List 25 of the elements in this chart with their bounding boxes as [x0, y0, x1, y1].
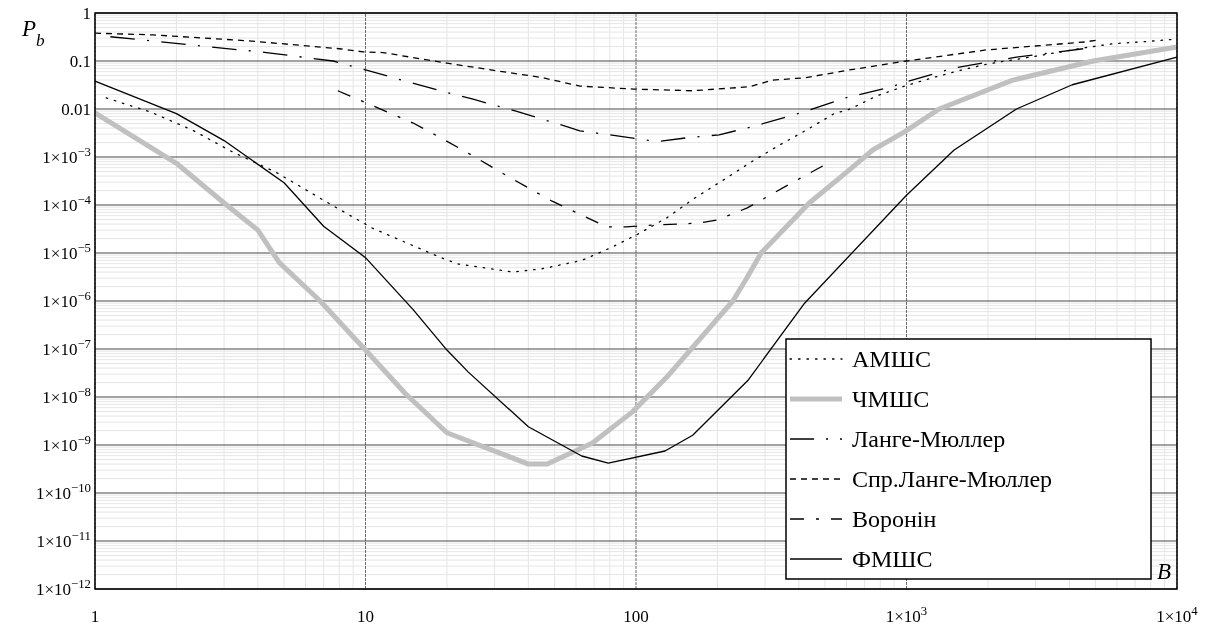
y-tick-label: 1×10$^{−9}$	[42, 433, 91, 455]
y-tick-label: 1	[82, 4, 91, 23]
y-tick-label: 1×10$^{−10}$	[35, 481, 91, 503]
legend-label: Воронін	[852, 506, 937, 532]
legend-label: ЧМШС	[852, 386, 930, 412]
y-tick-label: 1×10$^{−4}$	[42, 193, 92, 215]
y-tick-label: 1×10$^{−5}$	[42, 241, 91, 263]
x-axis-title: B	[1156, 559, 1171, 584]
y-tick-label: 1×10$^{−7}$	[42, 337, 91, 359]
x-tick-label: 10	[357, 607, 374, 626]
y-tick-label: 1×10$^{−11}$	[36, 529, 91, 551]
y-tick-label: 1×10$^{−8}$	[42, 385, 91, 407]
y-tick-label: 1×10$^{−6}$	[42, 289, 91, 311]
legend-label: ФМШС	[852, 546, 933, 572]
y-tick-label: 0.01	[61, 100, 91, 119]
legend-label: АМШС	[852, 346, 931, 372]
x-tick-label: 1×10$^{3}$	[885, 604, 928, 626]
y-tick-label: 1×10$^{−3}$	[42, 145, 91, 167]
legend-label: Спр.Ланге-Мюллер	[852, 466, 1053, 492]
y-tick-label: 1×10$^{−12}$	[35, 577, 91, 599]
y-axis-title: P$_{b}$	[21, 16, 46, 50]
y-tick-label: 0.1	[69, 52, 91, 71]
x-tick-label: 100	[623, 607, 649, 626]
x-tick-label: 1×10$^{4}$	[1156, 604, 1199, 626]
legend-label: Ланге-Мюллер	[852, 426, 1006, 452]
